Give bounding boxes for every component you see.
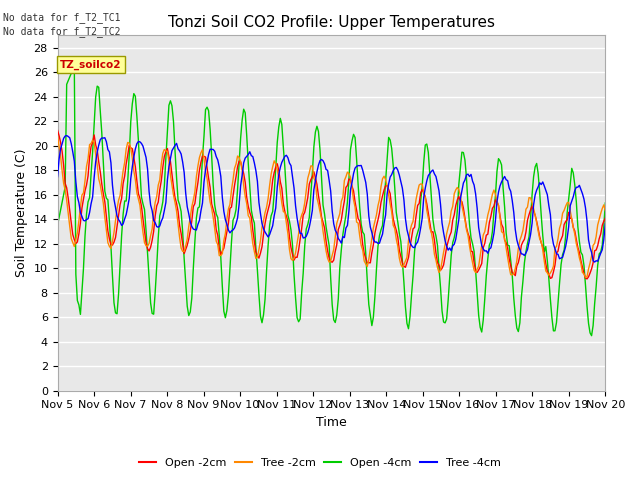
Text: No data for f_T2_TC1: No data for f_T2_TC1 (3, 12, 121, 23)
Text: No data for f_T2_TC2: No data for f_T2_TC2 (3, 26, 121, 37)
Legend: Open -2cm, Tree -2cm, Open -4cm, Tree -4cm: Open -2cm, Tree -2cm, Open -4cm, Tree -4… (135, 453, 505, 472)
X-axis label: Time: Time (316, 416, 347, 429)
Y-axis label: Soil Temperature (C): Soil Temperature (C) (15, 149, 28, 277)
Title: Tonzi Soil CO2 Profile: Upper Temperatures: Tonzi Soil CO2 Profile: Upper Temperatur… (168, 15, 495, 30)
Text: TZ_soilco2: TZ_soilco2 (60, 60, 122, 70)
